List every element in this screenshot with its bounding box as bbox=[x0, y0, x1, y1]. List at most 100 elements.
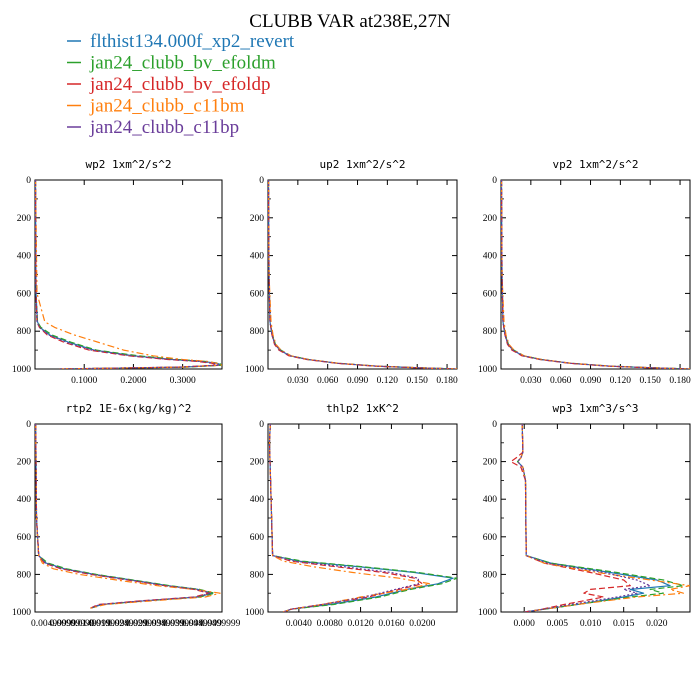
panel: rtp2 1E-6x(kg/kg)^2020040060080010000.00… bbox=[12, 402, 241, 629]
panel-title: wp3 1xm^3/s^3 bbox=[552, 402, 638, 415]
x-tick-label: 0.090 bbox=[580, 376, 602, 386]
x-tick-label: 0.0399999 bbox=[163, 619, 204, 629]
legend-label: jan24_clubb_bv_efoldp bbox=[89, 74, 270, 95]
y-tick-label: 400 bbox=[250, 252, 265, 262]
y-tick-label: 600 bbox=[17, 533, 32, 543]
y-tick-label: 400 bbox=[250, 495, 265, 505]
x-tick-label: 0.120 bbox=[610, 376, 632, 386]
series-line bbox=[35, 424, 210, 609]
x-tick-label: 0.090 bbox=[347, 376, 369, 386]
y-tick-label: 1000 bbox=[245, 608, 264, 618]
series-line bbox=[268, 424, 431, 612]
legend-entry: jan24_clubb_bv_efoldm bbox=[67, 53, 276, 74]
plot-frame bbox=[267, 179, 458, 370]
series-line bbox=[268, 180, 457, 369]
plot-frame bbox=[34, 423, 223, 613]
y-tick-label: 400 bbox=[17, 252, 32, 262]
series-line bbox=[35, 424, 221, 609]
y-tick-label: 600 bbox=[483, 289, 498, 299]
panel-title: wp2 1xm^2/s^2 bbox=[85, 158, 171, 171]
series-line bbox=[35, 180, 218, 369]
x-tick-label: 0.150 bbox=[640, 376, 662, 386]
y-tick-label: 200 bbox=[483, 458, 498, 468]
series-line bbox=[268, 424, 423, 612]
legend-entry: jan24_clubb_c11bp bbox=[67, 117, 239, 138]
legend-label: flthist134.000f_xp2_revert bbox=[90, 31, 295, 52]
legend: flthist134.000f_xp2_revertjan24_clubb_bv… bbox=[67, 31, 295, 138]
x-tick-label: 0.0249999 bbox=[107, 619, 148, 629]
series-line bbox=[501, 180, 690, 369]
x-tick-label: 0.0160 bbox=[378, 619, 404, 629]
panel: thlp2 1xK^2 0 200 400 600 800 1000 0.0040 0.0080… bbox=[245, 402, 458, 629]
x-tick-label: 0.2000 bbox=[120, 376, 146, 386]
y-tick-label: 200 bbox=[250, 214, 265, 224]
y-tick-label: 200 bbox=[250, 458, 265, 468]
series-line bbox=[268, 424, 454, 612]
x-tick-label: 0.0200 bbox=[409, 619, 435, 629]
x-tick-label: 0.060 bbox=[550, 376, 572, 386]
plot-frame bbox=[500, 423, 691, 613]
x-tick-label: 0.0349999 bbox=[144, 619, 185, 629]
series-line bbox=[517, 424, 690, 612]
x-tick-label: 0.010 bbox=[580, 619, 602, 629]
panel-title: up2 1xm^2/s^2 bbox=[319, 158, 405, 171]
y-tick-label: 400 bbox=[17, 495, 32, 505]
y-tick-label: 800 bbox=[250, 327, 265, 337]
series-line bbox=[35, 180, 222, 369]
x-tick-label: 0.030 bbox=[520, 376, 542, 386]
x-tick-label: 0.0199999 bbox=[89, 619, 130, 629]
y-tick-label: 1000 bbox=[12, 365, 31, 375]
x-tick-label: 0.150 bbox=[407, 376, 429, 386]
x-tick-label: 0.120 bbox=[377, 376, 399, 386]
y-tick-label: 0 bbox=[259, 176, 264, 186]
y-tick-label: 600 bbox=[250, 289, 265, 299]
y-tick-label: 800 bbox=[17, 570, 32, 580]
panel-title: rtp2 1E-6x(kg/kg)^2 bbox=[66, 402, 192, 415]
x-tick-label: 0.0449999 bbox=[181, 619, 222, 629]
x-tick-label: 0.015 bbox=[613, 619, 635, 629]
y-tick-label: 800 bbox=[17, 327, 32, 337]
x-tick-label: 0.3000 bbox=[170, 376, 196, 386]
series-line bbox=[501, 180, 690, 369]
y-tick-label: 1000 bbox=[478, 365, 497, 375]
y-tick-label: 0 bbox=[492, 420, 497, 430]
y-tick-label: 0 bbox=[26, 420, 31, 430]
series-line bbox=[35, 424, 212, 609]
x-tick-label: 0.000 bbox=[514, 619, 536, 629]
plot-frame bbox=[500, 179, 691, 370]
series-line bbox=[268, 180, 457, 369]
x-tick-label: 0.0080 bbox=[317, 619, 343, 629]
x-tick-label: 0.0040 bbox=[286, 619, 312, 629]
x-tick-label: 0.0299999 bbox=[126, 619, 167, 629]
legend-label: jan24_clubb_c11bp bbox=[89, 117, 239, 138]
series-line bbox=[268, 180, 457, 369]
x-tick-label: 0.020 bbox=[646, 619, 668, 629]
x-tick-label: 0.0120 bbox=[348, 619, 374, 629]
legend-entry: flthist134.000f_xp2_revert bbox=[67, 31, 295, 52]
y-tick-label: 200 bbox=[483, 214, 498, 224]
legend-entry: jan24_clubb_c11bm bbox=[67, 96, 245, 117]
series-line bbox=[501, 180, 690, 369]
series-line bbox=[268, 424, 419, 612]
series-line bbox=[35, 424, 216, 609]
y-tick-label: 1000 bbox=[245, 365, 264, 375]
panel: vp2 1xm^2/s^2 0 200 400 600 800 1000 0.030 0.060… bbox=[478, 158, 691, 386]
y-tick-label: 1000 bbox=[478, 608, 497, 618]
x-tick-label: 0.00499999 bbox=[31, 619, 76, 629]
y-tick-label: 600 bbox=[17, 289, 32, 299]
figure-title: CLUBB VAR at238E,27N bbox=[249, 11, 451, 32]
legend-label: jan24_clubb_bv_efoldm bbox=[89, 53, 276, 74]
y-tick-label: 600 bbox=[483, 533, 498, 543]
panel: wp3 1xm^3/s^3 0 200 400 600 800 1000 0.000 0.005… bbox=[478, 402, 691, 629]
panel-title: thlp2 1xK^2 bbox=[326, 402, 399, 415]
y-tick-label: 0 bbox=[259, 420, 264, 430]
y-tick-label: 800 bbox=[483, 327, 498, 337]
series-line bbox=[510, 424, 631, 612]
x-tick-label: 0.180 bbox=[436, 376, 458, 386]
x-tick-label: 0.1000 bbox=[71, 376, 97, 386]
panel: wp2 1xm^2/s^2 0 200 400 600 800 1000 0.1000 0.20… bbox=[12, 158, 223, 386]
y-tick-label: 400 bbox=[483, 252, 498, 262]
x-tick-label: 0.0499999 bbox=[200, 619, 241, 629]
y-tick-label: 800 bbox=[250, 570, 265, 580]
